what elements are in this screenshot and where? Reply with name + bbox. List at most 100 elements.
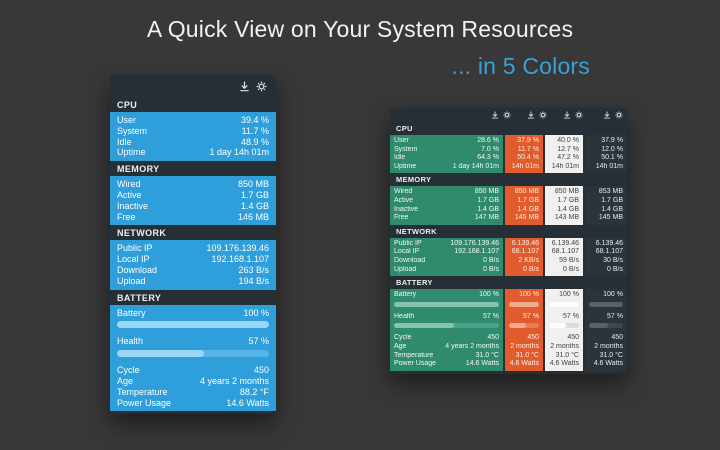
stat-value: 1.7 GB [557, 196, 579, 204]
stat-row: 6.139.46 [509, 240, 539, 249]
widget-sections: CPU User 39.4 % System 11.7 % Idle 48.9 % Uptim… [110, 97, 276, 412]
plain-rows: User 28.6 % System 7.0 % Idle 64.3 % Uptime 1 d… [394, 137, 499, 171]
stat-value: 4.6 Watts [593, 360, 623, 368]
stat-value: 850 MB [514, 188, 539, 196]
stat-row: 4.6 Watts [589, 360, 623, 369]
gauge-health: 57 % [549, 313, 579, 329]
gear-icon[interactable] [256, 81, 267, 92]
stat-label: Free [117, 211, 136, 222]
stat-value: 1.7 GB [517, 196, 539, 204]
download-icon[interactable] [563, 111, 571, 119]
stat-value: 850 MB [554, 188, 579, 196]
stat-row: 31.0 °C [589, 352, 623, 361]
download-icon[interactable] [527, 111, 535, 119]
stat-row: 4.6 Watts [509, 360, 539, 369]
stat-label: Inactive [117, 200, 149, 211]
theme-column-dark: 37.9 % 12.0 % 50.1 % 14h 01m [585, 135, 627, 174]
stat-label: Upload [117, 275, 146, 286]
stat-row: Download 263 B/s [117, 265, 269, 276]
theme-column-dark: 853 MB 1.7 GB 1.4 GB 145 MB [585, 186, 627, 225]
stat-row: Power Usage 14.6 Watts [117, 398, 269, 409]
gauge-health: Health 57 % [117, 336, 269, 358]
theme-column-green: Battery 100 % Health 57 % Cycle 450 Age 4 years… [390, 289, 503, 371]
stat-row: User 39.4 % [117, 115, 269, 126]
stat-value: 57 % [523, 312, 539, 320]
stat-label: User [117, 115, 137, 125]
section-heading-battery: BATTERY [396, 278, 433, 288]
theme-column-light: 850 MB 1.7 GB 1.4 GB 143 MB [545, 186, 583, 225]
gauge-battery: 100 % [549, 291, 579, 307]
stat-row: 37.9 % [509, 137, 539, 146]
gear-icon[interactable] [503, 111, 511, 119]
stat-value: 194 B/s [238, 275, 269, 286]
stat-value: 1.4 GB [517, 205, 539, 213]
stat-row: 68.1.107 [509, 248, 539, 257]
stat-row: 50.4 % [509, 154, 539, 163]
stat-row: 57 % [589, 313, 623, 322]
stat-label: Public IP [117, 243, 153, 254]
theme-column-light: 100 % 57 % 450 2 months 31.0 °C 4.6 Watts [545, 289, 583, 371]
stat-row: 853 MB [589, 188, 623, 197]
stat-value: 6.139.46 [551, 239, 579, 247]
stat-row: 14h 01m [589, 163, 623, 172]
gauge-health: 57 % [509, 313, 539, 329]
stat-value: 28.6 % [477, 137, 499, 144]
stat-row: System 11.7 % [117, 126, 269, 137]
download-icon[interactable] [239, 80, 250, 92]
stat-row: Free 147 MB [394, 214, 499, 223]
stat-value: 64.3 % [477, 154, 499, 162]
theme-column-orange: 850 MB 1.7 GB 1.4 GB 145 MB [505, 186, 543, 225]
progress-fill [394, 301, 499, 307]
stat-row: 59 B/s [549, 257, 579, 266]
stat-value: 68.1.107 [511, 248, 539, 256]
stat-row: 2 months [509, 343, 539, 352]
stat-row: Temperature 88.2 °F [117, 387, 269, 398]
stat-value: 1.7 GB [477, 196, 499, 204]
progress-track [589, 323, 623, 329]
stat-row: User 28.6 % [394, 137, 499, 146]
theme-column-orange: 6.139.46 68.1.107 2 KB/s 0 B/s [505, 237, 543, 277]
stat-value: 12.7 % [557, 145, 579, 153]
download-icon[interactable] [603, 111, 611, 119]
plain-rows: 853 MB 1.7 GB 1.4 GB 145 MB [589, 188, 623, 222]
gear-icon[interactable] [615, 111, 623, 119]
stat-value: 59 B/s [559, 256, 579, 264]
plain-rows: 6.139.46 68.1.107 59 B/s 0 B/s [549, 240, 579, 274]
stat-label: Download [117, 264, 158, 275]
plain-rows: 37.9 % 12.0 % 50.1 % 14h 01m [589, 137, 623, 171]
stat-value: 100 % [603, 291, 623, 299]
stat-row: 1.7 GB [509, 197, 539, 206]
section-block-cpu: User 28.6 % System 7.0 % Idle 64.3 % Uptime 1 d… [390, 135, 627, 174]
stat-value: 14h 01m [511, 162, 539, 170]
stat-label: Wired [117, 179, 141, 190]
stat-row: Power Usage 14.6 Watts [394, 360, 499, 369]
gear-icon[interactable] [575, 111, 583, 119]
stat-row: 40.0 % [549, 137, 579, 146]
plain-rows: Public IP 109.176.139.46 Local IP 192.168.1… [394, 240, 499, 274]
stat-row: 14h 01m [549, 163, 579, 172]
plain-rows: 450 2 months 31.0 °C 4.6 Watts [589, 334, 623, 368]
progress-fill [589, 301, 623, 307]
stat-row: 450 [509, 334, 539, 343]
stat-value: 31.0 °C [555, 351, 579, 359]
stat-label: Cycle [394, 334, 412, 342]
stat-value: 37.9 % [601, 137, 623, 144]
download-icon[interactable] [491, 111, 499, 119]
stat-row: Health 57 % [394, 313, 499, 322]
stat-label: Idle [394, 154, 406, 162]
stat-value: 1.7 GB [240, 189, 269, 200]
stat-label: Health [117, 336, 144, 347]
stat-row: Inactive 1.4 GB [117, 201, 269, 212]
stat-value: 0 B/s [523, 265, 539, 273]
stat-row: 2 KB/s [509, 257, 539, 266]
stat-row: 2 months [549, 343, 579, 352]
stat-row: Health 57 % [117, 336, 269, 347]
plain-rows: 450 2 months 31.0 °C 4.6 Watts [549, 334, 579, 368]
theme-column-green: Public IP 109.176.139.46 Local IP 192.168.1… [390, 237, 503, 277]
gear-icon[interactable] [539, 111, 547, 119]
stat-value: 30 B/s [603, 256, 623, 264]
stat-value: 0 B/s [563, 265, 579, 273]
stat-row: Free 146 MB [117, 212, 269, 223]
stat-row: 100 % [589, 291, 623, 300]
